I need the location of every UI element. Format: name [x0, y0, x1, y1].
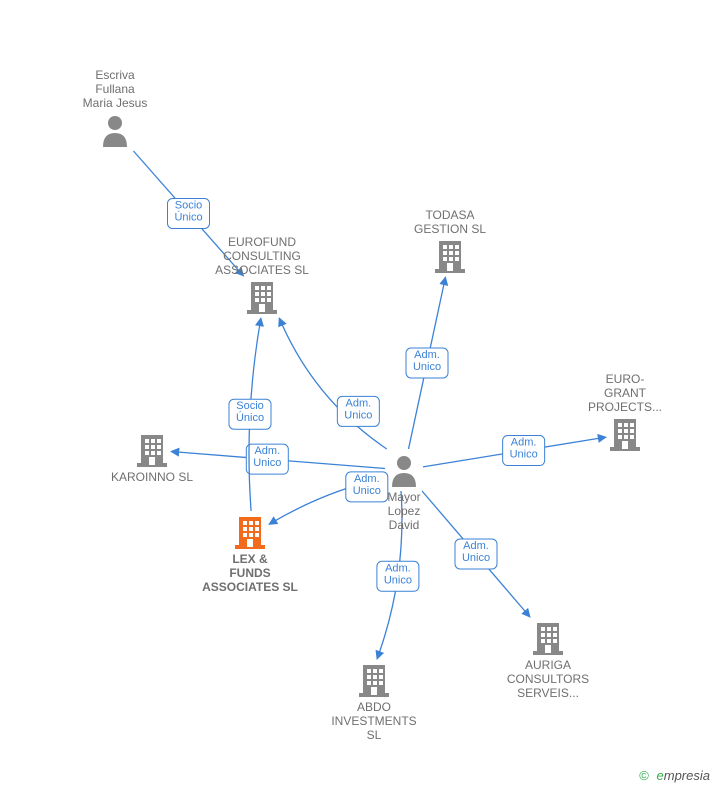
edge-mayor-eurofund: [279, 318, 387, 449]
node-label: TODASA: [425, 208, 474, 222]
footer-copyright: © empresia: [639, 768, 710, 783]
node-label: CONSULTING: [223, 249, 301, 263]
svg-text:Unico: Unico: [462, 552, 490, 564]
building-icon: [435, 241, 465, 273]
svg-text:Único: Único: [174, 211, 202, 224]
node-label: FUNDS: [229, 566, 270, 580]
node-label: Lopez: [388, 504, 421, 518]
person-icon: [392, 456, 416, 487]
building-icon: [533, 623, 563, 655]
svg-text:Adm.: Adm.: [354, 473, 380, 485]
company-node-auriga[interactable]: [533, 623, 563, 655]
company-node-todasa[interactable]: [435, 241, 465, 273]
edge-label-mayor-abdo: Adm.Unico: [377, 561, 419, 591]
svg-text:Socio: Socio: [175, 200, 203, 212]
node-label: INVESTMENTS: [331, 714, 416, 728]
company-node-karoinno[interactable]: [137, 435, 167, 467]
svg-text:Adm.: Adm.: [511, 437, 537, 449]
svg-text:Unico: Unico: [253, 457, 281, 469]
node-label: LEX &: [232, 552, 268, 566]
building-icon: [235, 517, 265, 549]
svg-text:Socio: Socio: [236, 400, 264, 412]
building-icon: [610, 419, 640, 451]
node-label: CONSULTORS: [507, 672, 589, 686]
building-icon: [247, 282, 277, 314]
brand-rest: mpresia: [664, 768, 710, 783]
company-node-lexfunds[interactable]: [235, 517, 265, 549]
svg-text:Adm.: Adm.: [254, 445, 280, 457]
node-label: Maria Jesus: [83, 96, 148, 110]
edge-label-mayor-eurofund: Adm.Unico: [337, 396, 379, 426]
svg-text:Único: Único: [236, 411, 264, 424]
svg-text:Unico: Unico: [384, 574, 412, 586]
company-node-eurogrant[interactable]: [610, 419, 640, 451]
svg-text:Unico: Unico: [413, 361, 441, 373]
node-label: Mayor: [387, 490, 420, 504]
edge-label-mayor-todasa: Adm.Unico: [406, 348, 448, 378]
building-icon: [359, 665, 389, 697]
node-label: KAROINNO SL: [111, 470, 193, 484]
svg-text:Adm.: Adm.: [345, 397, 371, 409]
node-label: EURO-: [606, 372, 645, 386]
svg-text:Unico: Unico: [344, 409, 372, 421]
brand-first-letter: e: [657, 768, 664, 783]
edge-label-mayor-eurogrant: Adm.Unico: [503, 436, 545, 466]
copyright-symbol: ©: [639, 768, 649, 783]
node-label: GRANT: [604, 386, 647, 400]
node-label: PROJECTS...: [588, 400, 662, 414]
node-label: AURIGA: [525, 658, 571, 672]
svg-text:Adm.: Adm.: [463, 540, 489, 552]
company-node-abdo[interactable]: [359, 665, 389, 697]
svg-text:Unico: Unico: [353, 485, 381, 497]
node-label: ABDO: [357, 700, 391, 714]
node-label: Fullana: [95, 82, 135, 96]
edge-label-mayor-karoinno: Adm.Unico: [246, 444, 288, 474]
node-label: ASSOCIATES SL: [215, 263, 309, 277]
node-label: ASSOCIATES SL: [202, 580, 298, 594]
node-label: SL: [367, 728, 382, 742]
edge-label-mayor-lexfunds: Adm.Unico: [346, 472, 388, 502]
node-label: SERVEIS...: [517, 686, 579, 700]
building-icon: [137, 435, 167, 467]
person-node-escriva[interactable]: [103, 116, 127, 147]
node-label: EUROFUND: [228, 235, 296, 249]
node-label: GESTION SL: [414, 222, 486, 236]
node-label: Escriva: [95, 68, 135, 82]
svg-text:Adm.: Adm.: [385, 562, 411, 574]
node-label: David: [389, 518, 420, 532]
edge-label-escriva-eurofund: SocioÚnico: [168, 199, 210, 229]
person-icon: [103, 116, 127, 147]
person-node-mayor[interactable]: [392, 456, 416, 487]
edge-label-mayor-auriga: Adm.Unico: [455, 539, 497, 569]
svg-text:Adm.: Adm.: [414, 349, 440, 361]
company-node-eurofund[interactable]: [247, 282, 277, 314]
edge-label-lexfunds-eurofund: SocioÚnico: [229, 399, 271, 429]
svg-text:Unico: Unico: [510, 449, 538, 461]
